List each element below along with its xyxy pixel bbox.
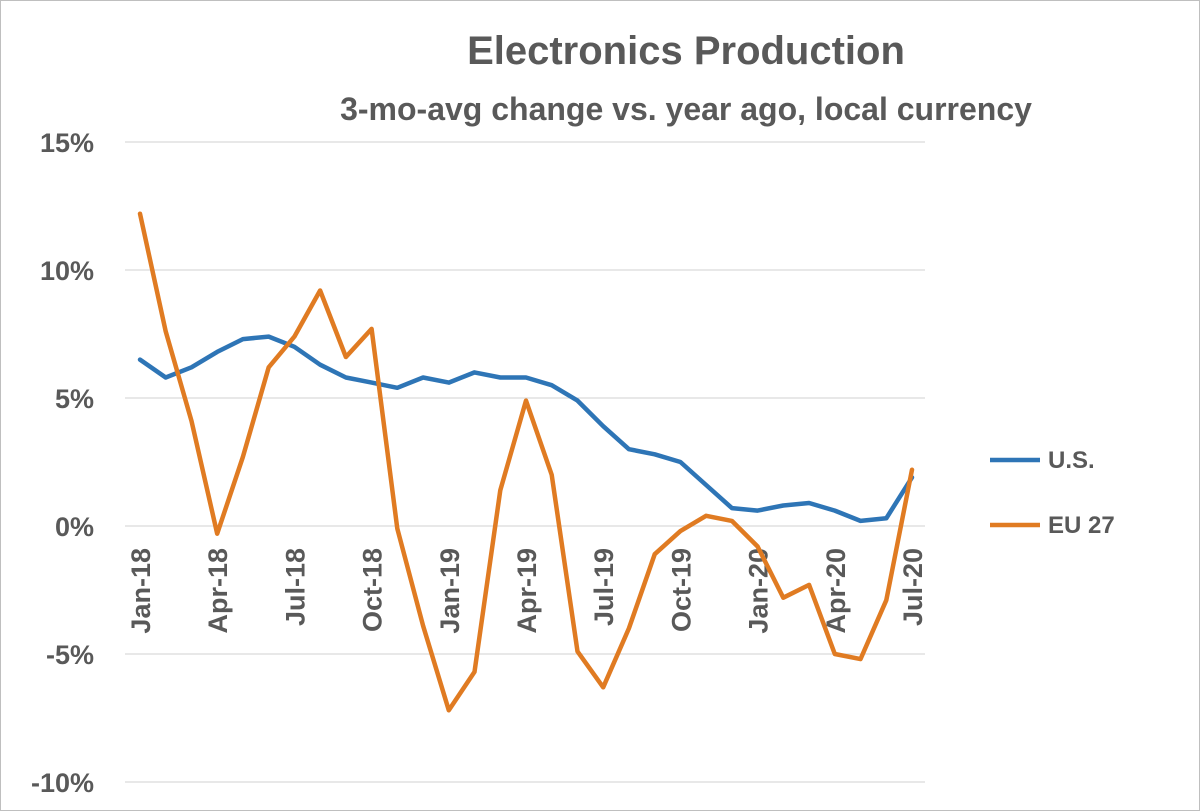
x-tick-label: Apr-19 xyxy=(512,548,542,634)
legend: U.S. EU 27 xyxy=(990,447,1115,539)
chart-subtitle: 3-mo-avg change vs. year ago, local curr… xyxy=(340,91,1032,127)
x-axis-tick-labels: Jan-18 Apr-18 Jul-18 Oct-18 Jan-19 Apr-19 Jul-… xyxy=(126,548,928,634)
x-tick-label: Apr-20 xyxy=(821,548,851,634)
x-tick-label: Oct-19 xyxy=(666,548,696,632)
y-tick-label: 5% xyxy=(55,384,94,414)
x-tick-label: Jul-18 xyxy=(280,548,310,626)
y-tick-label: -5% xyxy=(46,640,94,670)
y-tick-label: -10% xyxy=(31,768,94,798)
legend-label: EU 27 xyxy=(1048,512,1115,539)
x-tick-label: Jan-19 xyxy=(435,548,465,634)
chart-title: Electronics Production xyxy=(467,29,905,73)
gridlines xyxy=(125,141,925,783)
series-line xyxy=(137,211,915,713)
x-tick-label: Jul-20 xyxy=(898,548,928,626)
y-tick-label: 10% xyxy=(40,256,94,286)
legend-label: U.S. xyxy=(1048,447,1095,474)
x-tick-label: Jul-19 xyxy=(589,548,619,626)
y-tick-label: 15% xyxy=(40,128,94,158)
y-tick-label: 0% xyxy=(55,512,94,542)
x-tick-label: Oct-18 xyxy=(358,548,388,632)
y-axis-tick-labels: 15% 10% 5% 0% -5% -10% xyxy=(31,128,94,798)
series-lines xyxy=(137,211,915,713)
x-tick-label: Apr-18 xyxy=(203,548,233,634)
series-line xyxy=(137,334,915,524)
x-tick-label: Jan-18 xyxy=(126,548,156,634)
x-tick-label: Jan-20 xyxy=(744,548,774,634)
